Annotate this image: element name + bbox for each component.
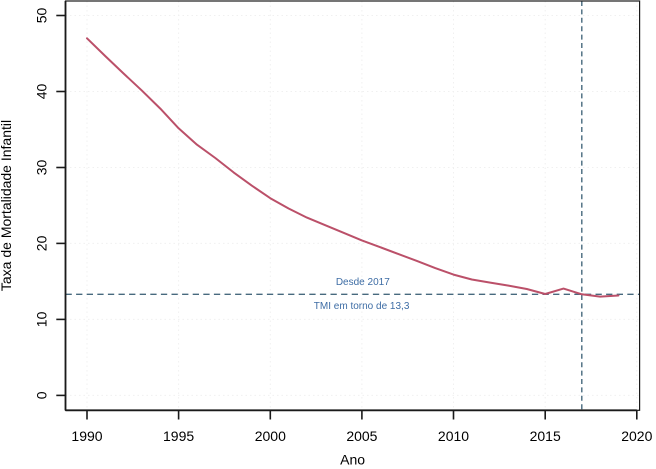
svg-text:1995: 1995 <box>163 428 194 444</box>
svg-text:Taxa de Mortalidade Infantil: Taxa de Mortalidade Infantil <box>0 120 14 291</box>
svg-text:TMI em torno de 13,3: TMI em torno de 13,3 <box>314 301 410 312</box>
svg-text:10: 10 <box>34 311 50 327</box>
svg-text:30: 30 <box>34 160 50 176</box>
svg-text:2000: 2000 <box>255 428 286 444</box>
svg-text:2020: 2020 <box>621 428 652 444</box>
svg-text:40: 40 <box>34 84 50 100</box>
svg-text:Ano: Ano <box>340 452 365 468</box>
svg-text:1990: 1990 <box>71 428 102 444</box>
svg-text:0: 0 <box>34 391 50 399</box>
svg-text:20: 20 <box>34 235 50 251</box>
svg-text:Desde 2017: Desde 2017 <box>336 277 390 288</box>
svg-text:2015: 2015 <box>530 428 561 444</box>
svg-text:50: 50 <box>34 8 50 24</box>
svg-text:2005: 2005 <box>346 428 377 444</box>
svg-text:2010: 2010 <box>438 428 469 444</box>
